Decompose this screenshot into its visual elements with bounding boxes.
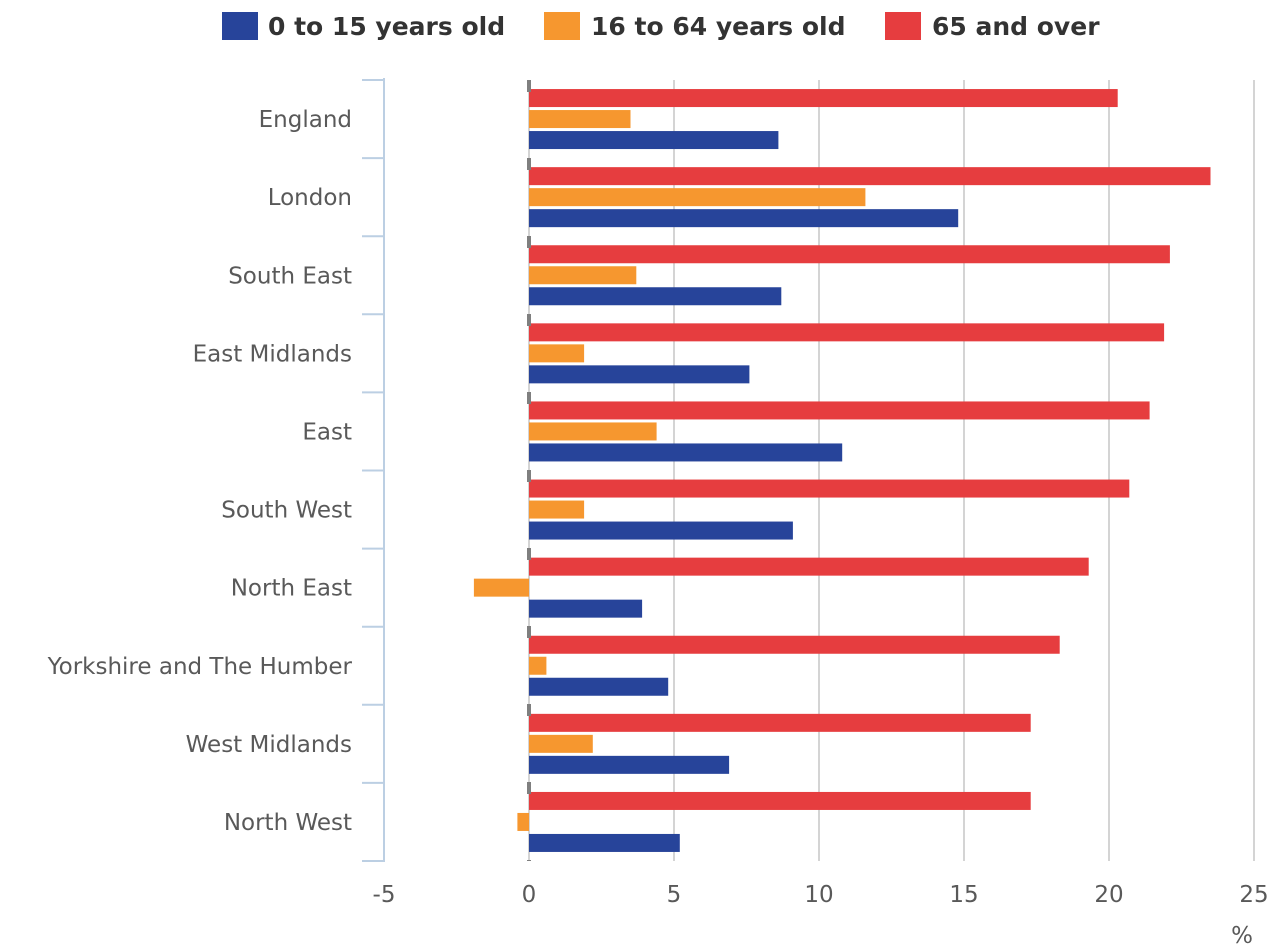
x-tick-label-0: -5 — [373, 882, 396, 908]
x-tick-label-3: 10 — [804, 882, 833, 908]
bar-0-series-0 — [529, 131, 779, 150]
x-tick-label-6: 25 — [1239, 882, 1268, 908]
x-tick-label-4: 15 — [949, 882, 978, 908]
category-axis — [362, 78, 385, 862]
bars — [473, 89, 1211, 852]
bar-8-series-0 — [529, 755, 730, 774]
bar-6-series-1 — [473, 578, 529, 597]
category-label-0: England — [259, 107, 352, 133]
category-label-7: Yorkshire and The Humber — [47, 654, 353, 680]
bar-3-series-2 — [529, 323, 1165, 342]
legend-swatch-0 — [222, 12, 258, 40]
bar-9-series-2 — [529, 791, 1031, 810]
legend-swatch-2 — [885, 12, 921, 40]
category-label-9: North West — [224, 810, 352, 836]
bar-7-series-2 — [529, 635, 1060, 654]
legend-label-2: 65 and over — [932, 12, 1100, 41]
bar-6-series-2 — [529, 557, 1089, 576]
legend-swatch-1 — [544, 12, 580, 40]
x-tick-label-2: 5 — [667, 882, 682, 908]
x-axis-unit-label: % — [1231, 923, 1253, 945]
bar-7-series-1 — [529, 656, 547, 675]
bar-4-series-0 — [529, 443, 843, 462]
category-label-8: West Midlands — [186, 732, 352, 758]
bar-4-series-2 — [529, 401, 1150, 420]
x-tick-label-1: 0 — [522, 882, 537, 908]
value-axis-tick-labels: -5 0 5 10 15 20 25 — [373, 882, 1269, 908]
bar-5-series-2 — [529, 479, 1130, 498]
bar-4-series-1 — [529, 422, 657, 441]
category-label-6: North East — [231, 576, 352, 602]
bar-2-series-2 — [529, 245, 1170, 264]
legend: 0 to 15 years old 16 to 64 years old 65 an… — [222, 12, 1100, 41]
bar-1-series-2 — [529, 167, 1211, 186]
bar-0-series-1 — [529, 110, 631, 129]
bar-9-series-1 — [517, 812, 529, 831]
category-label-3: East Midlands — [193, 341, 352, 367]
bar-3-series-0 — [529, 365, 750, 384]
category-label-2: South East — [228, 263, 352, 289]
category-label-1: London — [268, 185, 352, 211]
bar-1-series-1 — [529, 188, 866, 207]
bar-8-series-2 — [529, 713, 1031, 732]
bar-1-series-0 — [529, 209, 959, 228]
legend-label-1: 16 to 64 years old — [591, 12, 846, 41]
bar-2-series-1 — [529, 266, 637, 285]
bar-5-series-1 — [529, 500, 585, 519]
x-tick-label-5: 20 — [1094, 882, 1123, 908]
bar-8-series-1 — [529, 734, 593, 753]
bar-3-series-1 — [529, 344, 585, 363]
bar-6-series-0 — [529, 599, 643, 618]
bar-5-series-0 — [529, 521, 793, 540]
bar-7-series-0 — [529, 677, 669, 696]
bar-9-series-0 — [529, 833, 680, 852]
category-labels: England London South East East Midlands East… — [47, 107, 353, 836]
legend-label-0: 0 to 15 years old — [268, 12, 505, 41]
bar-2-series-0 — [529, 287, 782, 306]
category-label-4: East — [302, 419, 352, 445]
category-label-5: South West — [221, 498, 352, 524]
bar-0-series-2 — [529, 89, 1118, 108]
